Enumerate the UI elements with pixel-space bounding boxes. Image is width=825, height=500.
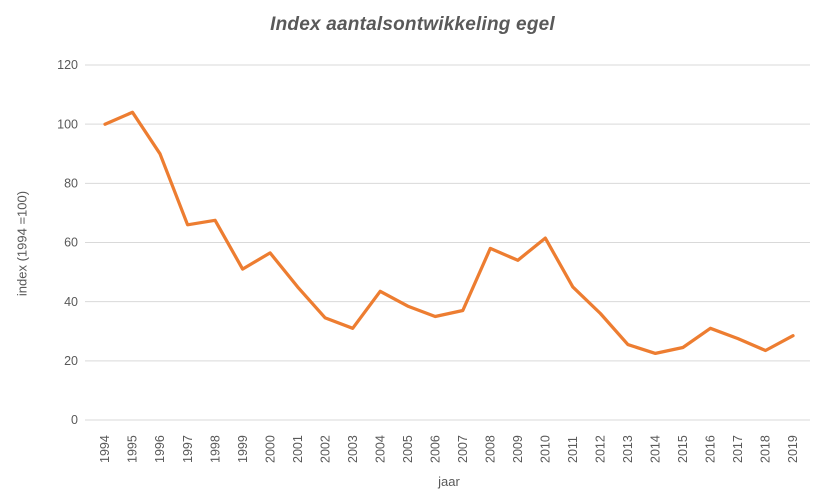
- y-tick-label: 80: [64, 177, 78, 191]
- x-tick-label: 2015: [676, 435, 690, 463]
- x-tick-label: 2017: [731, 435, 745, 463]
- x-tick-label: 2004: [373, 435, 387, 463]
- x-tick-label: 1996: [153, 435, 167, 463]
- y-tick-label: 60: [64, 236, 78, 250]
- x-tick-label: 2016: [704, 435, 718, 463]
- x-tick-label: 1999: [236, 435, 250, 463]
- x-tick-label: 2003: [346, 435, 360, 463]
- x-tick-label: 1998: [208, 435, 222, 463]
- x-tick-label: 1994: [98, 435, 112, 463]
- x-tick-label: 2005: [401, 435, 415, 463]
- x-tick-label: 2007: [456, 435, 470, 463]
- x-tick-label: 2019: [786, 435, 800, 463]
- x-tick-label: 2002: [318, 435, 332, 463]
- y-tick-label: 20: [64, 354, 78, 368]
- x-tick-label: 2014: [649, 435, 663, 463]
- x-tick-label: 2008: [483, 435, 497, 463]
- x-tick-label: 2009: [511, 435, 525, 463]
- x-tick-label: 2001: [291, 435, 305, 463]
- x-tick-label: 1995: [126, 435, 140, 463]
- y-tick-label: 40: [64, 295, 78, 309]
- x-tick-label: 2010: [539, 435, 553, 463]
- x-axis-title: jaar: [438, 474, 460, 489]
- x-tick-label: 2013: [621, 435, 635, 463]
- y-tick-label: 120: [57, 58, 78, 72]
- x-tick-label: 2000: [263, 435, 277, 463]
- y-tick-label: 0: [71, 413, 78, 427]
- x-tick-label: 2011: [566, 436, 580, 463]
- x-tick-label: 1997: [181, 435, 195, 463]
- x-tick-label: 2012: [594, 435, 608, 463]
- series-line-index-egel: [103, 110, 795, 356]
- x-tick-label: 2006: [428, 435, 442, 463]
- y-tick-label: 100: [57, 117, 78, 131]
- chart-title: Index aantalsontwikkeling egel: [270, 14, 555, 35]
- x-tick-label: 2018: [759, 435, 773, 463]
